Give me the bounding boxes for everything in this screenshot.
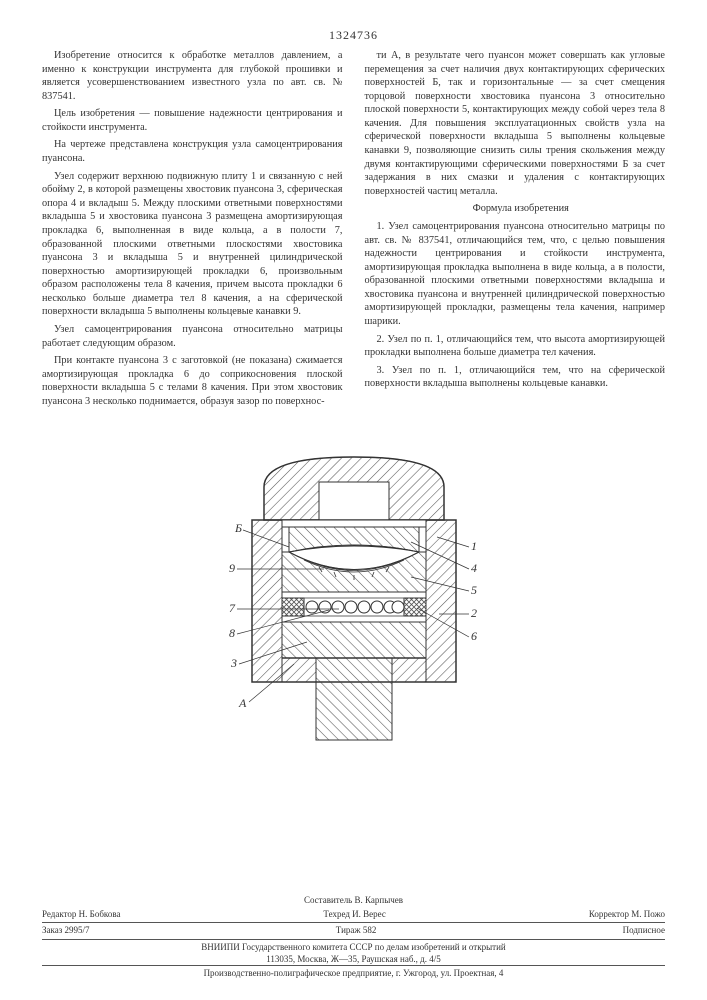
compiler: Составитель В. Карпычев [304,895,403,907]
label-7: 7 [229,601,236,615]
label-8: 8 [229,626,235,640]
formula-title: Формула изобретения [365,202,666,216]
para: При контакте пуансона 3 с заготовкой (не… [42,354,343,408]
address: 113035, Москва, Ж—35, Раушская наб., д. … [42,954,665,966]
claim: 2. Узел по п. 1, отличающийся тем, что в… [365,333,666,360]
subscribe: Подписное [623,925,665,937]
patent-page: 1324736 Изобретение относится к обработк… [0,0,707,1000]
label-a: А [238,696,247,710]
figure-container: Б А 9 7 8 3 1 4 5 2 [179,442,529,767]
right-column: 2 ти А, в результате чего пуансон может … [365,49,666,424]
label-3: 3 [230,656,237,670]
rolling-balls [306,601,404,613]
techred: Техред И. Верес [323,909,385,921]
corrector: Корректор М. Пожо [589,909,665,921]
vniipi: ВНИИПИ Государственного комитета СССР по… [42,942,665,954]
left-column: Изобретение относится к обработке металл… [42,49,343,424]
patent-drawing: Б А 9 7 8 3 1 4 5 2 [179,442,529,762]
claim: 1. Узел самоцентрирования пуансона относ… [365,220,666,329]
para: Цель изобретения — повышение надежности … [42,107,343,134]
label-1: 1 [471,539,477,553]
order: Заказ 2995/7 [42,925,90,937]
label-b: Б [234,521,242,535]
label-5: 5 [471,583,477,597]
para: Изобретение относится к обработке металл… [42,49,343,103]
label-6: 6 [471,629,477,643]
footer: Составитель В. Карпычев Редактор Н. Бобк… [42,895,665,980]
text-columns: Изобретение относится к обработке металл… [42,49,665,424]
para: Узел содержит верхнюю подвижную плиту 1 … [42,170,343,319]
printer: Производственно-полиграфическое предприя… [42,968,665,980]
para: Узел самоцентрирования пуансона относите… [42,323,343,350]
tirazh: Тираж 582 [336,925,377,937]
para: На чертеже представлена конструкция узла… [42,138,343,165]
label-4: 4 [471,561,477,575]
patent-number: 1324736 [42,28,665,43]
para: ти А, в результате чего пуансон может со… [365,49,666,198]
label-2: 2 [471,606,477,620]
label-9: 9 [229,561,235,575]
editor: Редактор Н. Бобкова [42,909,120,921]
claim: 3. Узел по п. 1, отличающийся тем, что н… [365,364,666,391]
